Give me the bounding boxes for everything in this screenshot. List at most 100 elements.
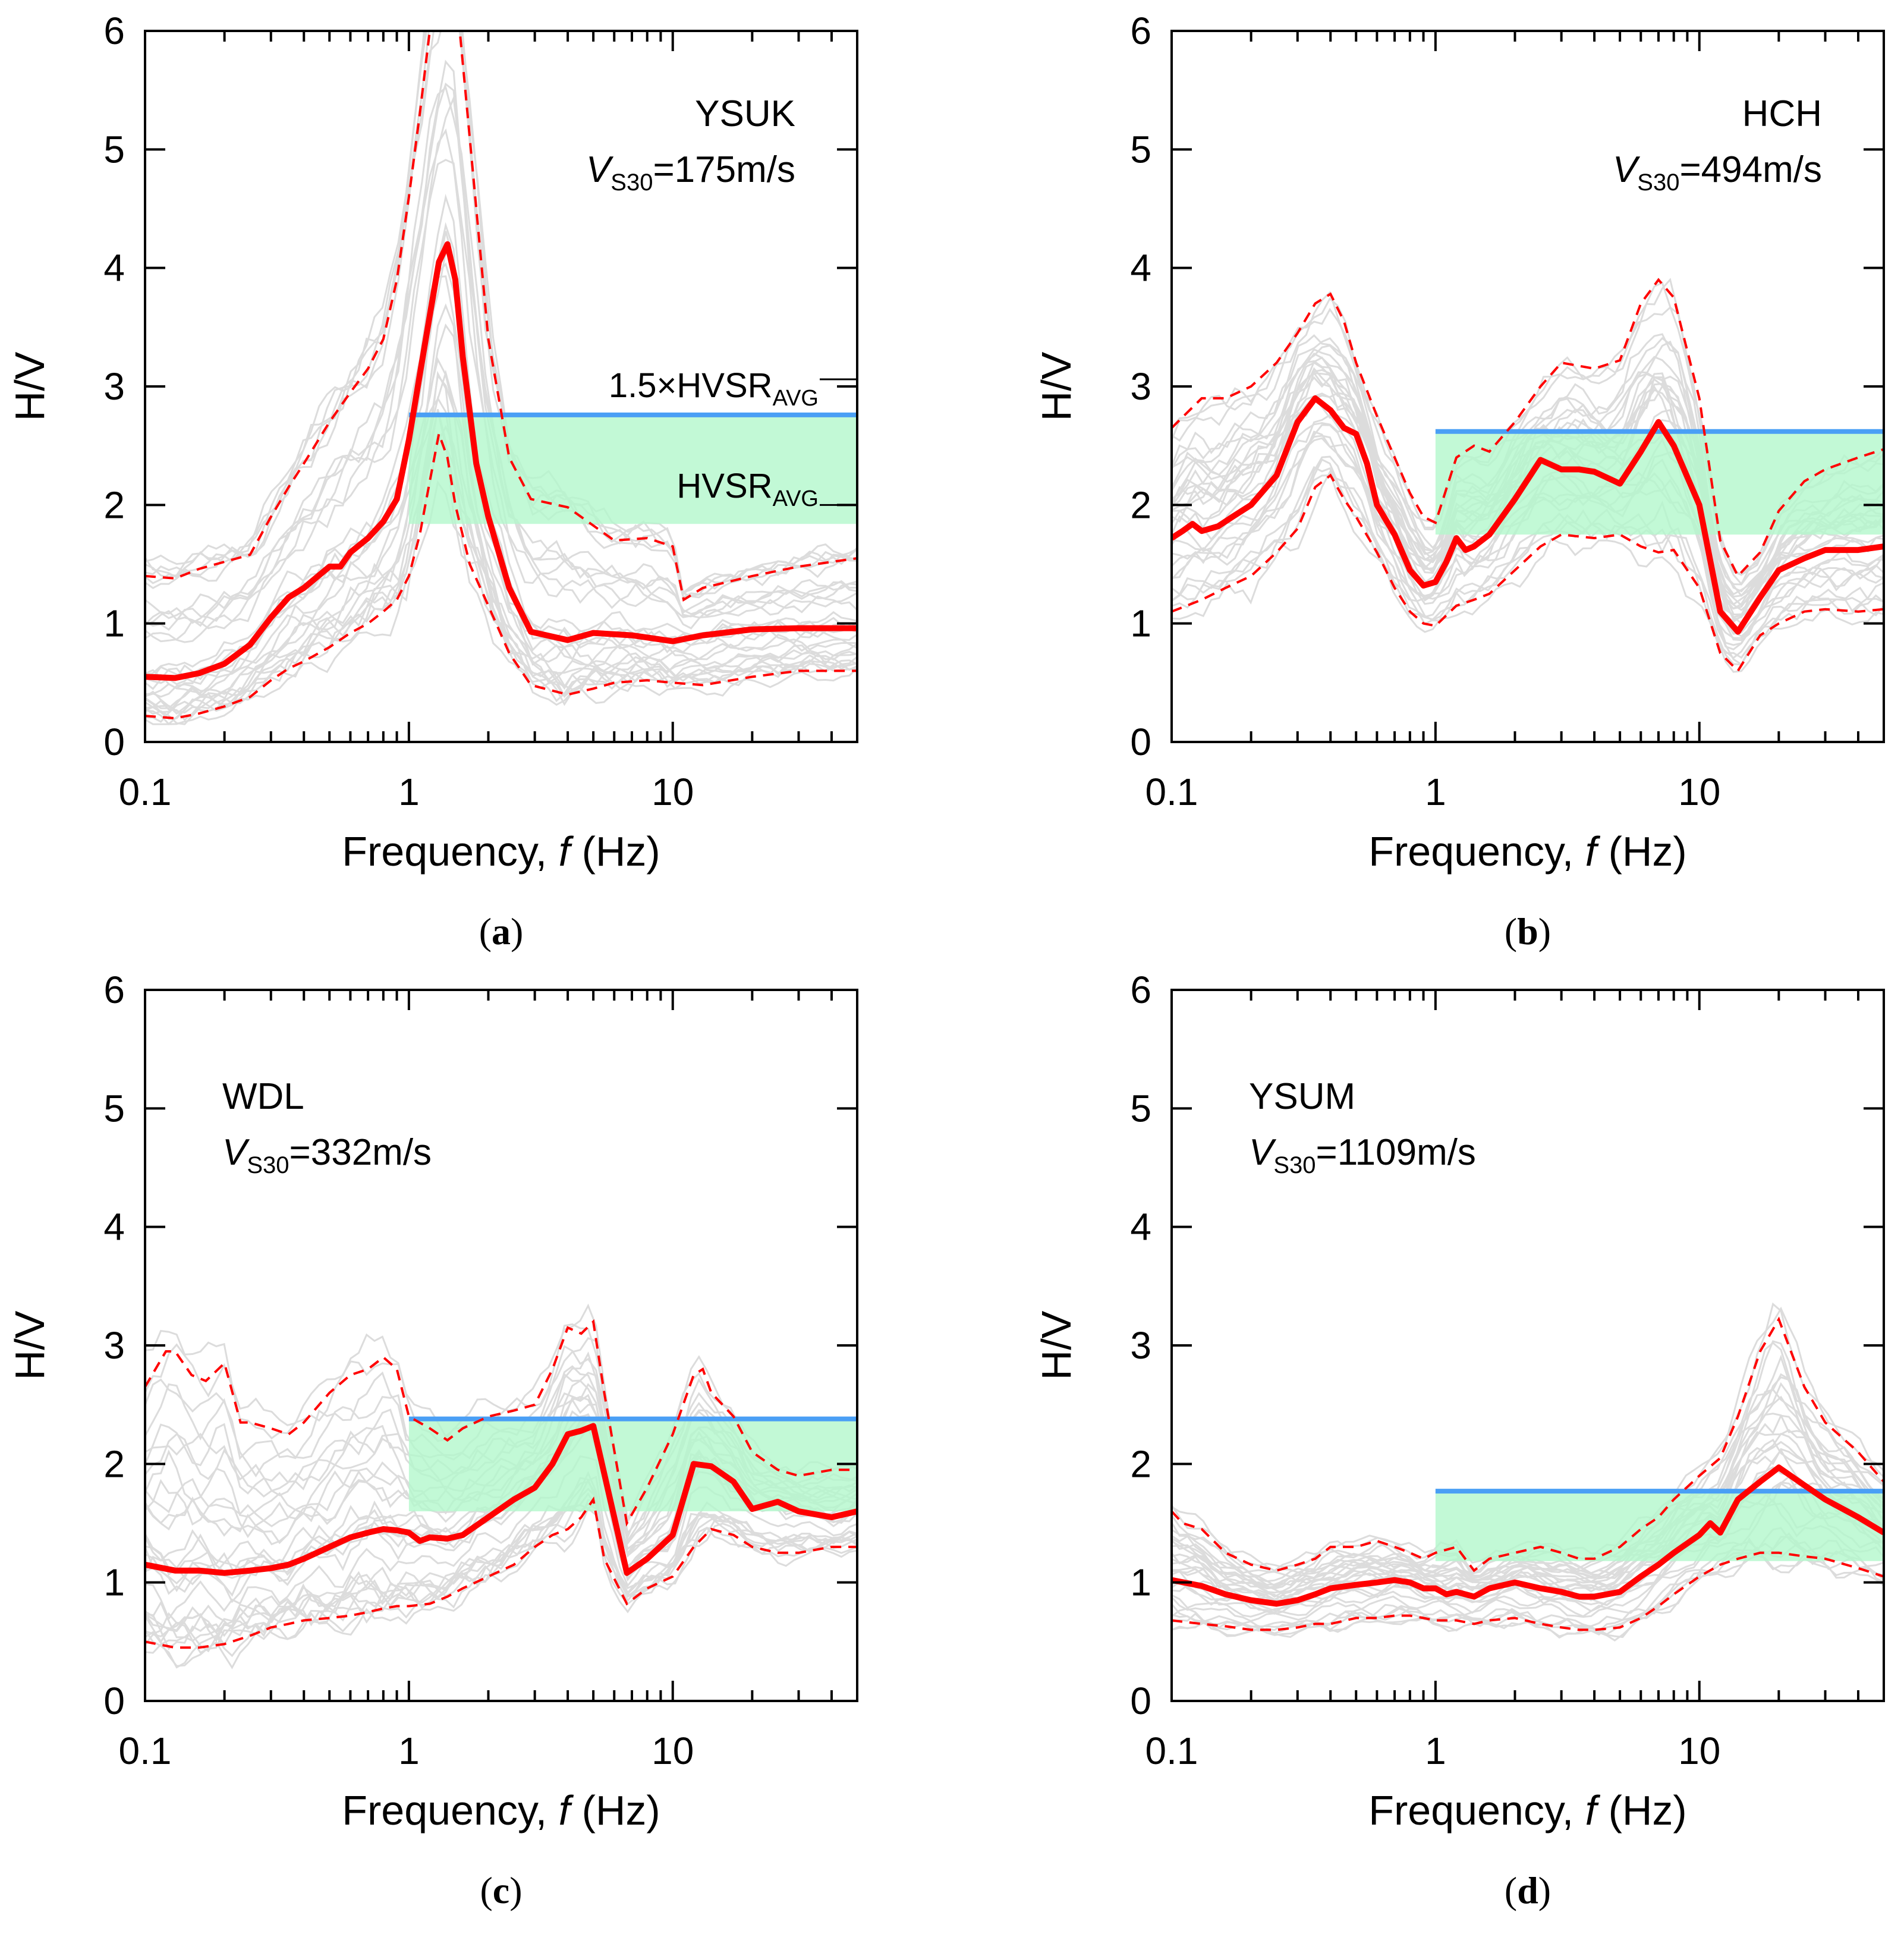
record-curve: [145, 303, 857, 697]
series-lower-bound: [145, 1496, 857, 1649]
series-lower-bound: [145, 429, 857, 720]
record-curve: [145, 357, 857, 715]
y-tick-label: 1: [103, 1561, 125, 1604]
y-tick-label: 1: [1130, 602, 1151, 645]
y-tick-label: 1: [1130, 1561, 1151, 1604]
y-tick-label: 1: [103, 602, 125, 645]
record-curve: [1172, 1414, 1884, 1594]
record-curve: [145, 1502, 857, 1654]
x-axis-label: Frequency, f (Hz): [342, 828, 660, 875]
y-tick-label: 5: [103, 1087, 125, 1130]
x-tick-label: 10: [1678, 771, 1720, 813]
chart-panel-c: 0 1 2 3 4 5 6 0.1 1 10 Frequency, f (Hz) H/V (c) WDL V…: [7, 968, 858, 1911]
x-tick-label: 10: [1678, 1729, 1720, 1772]
y-tick-label: 5: [1130, 128, 1151, 171]
panel-label: (b): [1505, 910, 1551, 952]
lower-band-label: HVSRAVG: [676, 467, 819, 511]
record-curve: [145, 193, 857, 676]
chart-panel-b: 0 1 2 3 4 5 6 0.1 1 10 Frequency, f (Hz) H/V (b) HCH V…: [1033, 10, 1885, 952]
record-curve: [1172, 1432, 1884, 1602]
station-name: WDL: [222, 1076, 304, 1117]
x-axis-label: Frequency, f (Hz): [342, 1787, 660, 1834]
panel-label: (a): [479, 910, 524, 952]
x-tick-label: 0.1: [1145, 771, 1198, 813]
y-tick-label: 3: [103, 365, 125, 408]
y-axis-label: H/V: [7, 351, 53, 421]
y-tick-label: 0: [1130, 721, 1151, 763]
plot-area: [145, 31, 857, 725]
x-axis-label: Frequency, f (Hz): [1368, 1787, 1687, 1834]
x-tick-label: 1: [398, 1729, 420, 1772]
record-curve: [145, 480, 857, 725]
record-curve: [1172, 466, 1884, 659]
vs30-label: VS30=175m/s: [586, 149, 795, 196]
y-tick-label: 4: [1130, 1206, 1151, 1249]
series-median: [1172, 395, 1884, 635]
station-name: YSUK: [695, 93, 795, 134]
record-curve: [145, 1507, 857, 1669]
y-tick-label: 3: [1130, 1324, 1151, 1367]
plot-area: [1172, 278, 1884, 673]
y-tick-label: 2: [1130, 483, 1151, 526]
y-tick-label: 0: [103, 1680, 125, 1722]
record-curve: [1172, 458, 1884, 666]
series-upper-bound: [145, 1319, 857, 1527]
record-curve: [145, 1477, 857, 1644]
chart-panel-a: 0 1 2 3 4 5 6 0.1 1 10 Frequency, f (Hz) H/V (a) YSUK…: [7, 10, 858, 952]
upper-band-label: 1.5×HVSRAVG: [609, 366, 819, 411]
y-tick-label: 5: [103, 128, 125, 171]
y-tick-label: 0: [103, 721, 125, 763]
series-median: [1172, 1464, 1884, 1607]
series-upper-bound: [1172, 1316, 1884, 1573]
hvsr-avg-band: [1435, 1491, 1884, 1561]
record-curve: [1172, 455, 1884, 666]
record-curve: [145, 1476, 857, 1639]
y-tick-label: 3: [103, 1324, 125, 1367]
x-tick-label: 0.1: [1145, 1729, 1198, 1772]
y-tick-label: 6: [103, 968, 125, 1011]
series-upper-bound: [145, 31, 857, 602]
x-tick-label: 1: [1425, 771, 1446, 813]
vs30-label: VS30=494m/s: [1613, 149, 1822, 196]
plot-area: [1172, 1302, 1884, 1642]
y-axis-label: H/V: [1033, 1310, 1080, 1380]
y-tick-label: 5: [1130, 1087, 1151, 1130]
y-tick-label: 0: [1130, 1680, 1151, 1722]
x-tick-label: 0.1: [119, 771, 172, 813]
y-tick-label: 2: [1130, 1442, 1151, 1485]
record-curve: [145, 1501, 857, 1653]
station-name: YSUM: [1249, 1076, 1355, 1117]
hvsr-avg-band: [1435, 431, 1884, 535]
series-lower-bound: [1172, 1551, 1884, 1631]
x-tick-label: 0.1: [119, 1729, 172, 1772]
y-axis-label: H/V: [7, 1310, 53, 1380]
series-median: [145, 241, 857, 681]
x-axis-label: Frequency, f (Hz): [1368, 828, 1687, 875]
y-tick-label: 2: [103, 1442, 125, 1485]
plot-frame: [1170, 30, 1885, 743]
y-tick-label: 6: [103, 10, 125, 52]
y-tick-label: 6: [1130, 968, 1151, 1011]
vs30-label: VS30=1109m/s: [1249, 1132, 1476, 1178]
hvsr-avg-band: [408, 1419, 857, 1512]
record-curve: [145, 1480, 857, 1637]
plot-area: [145, 1303, 857, 1669]
y-axis-label: H/V: [1033, 351, 1080, 421]
series-lower-bound: [1172, 473, 1884, 673]
y-tick-label: 3: [1130, 365, 1151, 408]
record-curve: [145, 395, 857, 721]
record-curve: [1172, 306, 1884, 576]
vs30-label: VS30=332m/s: [222, 1132, 432, 1178]
y-tick-label: 4: [103, 247, 125, 290]
panel-label: (c): [480, 1869, 522, 1911]
record-curve: [1172, 470, 1884, 673]
panel-label: (d): [1505, 1869, 1551, 1911]
y-tick-label: 4: [103, 1206, 125, 1249]
record-curve: [145, 409, 857, 725]
x-tick-label: 1: [398, 771, 420, 813]
x-tick-label: 10: [652, 1729, 694, 1772]
y-tick-label: 2: [103, 483, 125, 526]
x-tick-label: 1: [1425, 1729, 1446, 1772]
chart-panel-d: 0 1 2 3 4 5 6 0.1 1 10 Frequency, f (Hz) H/V (d) YSUM…: [1033, 968, 1885, 1911]
